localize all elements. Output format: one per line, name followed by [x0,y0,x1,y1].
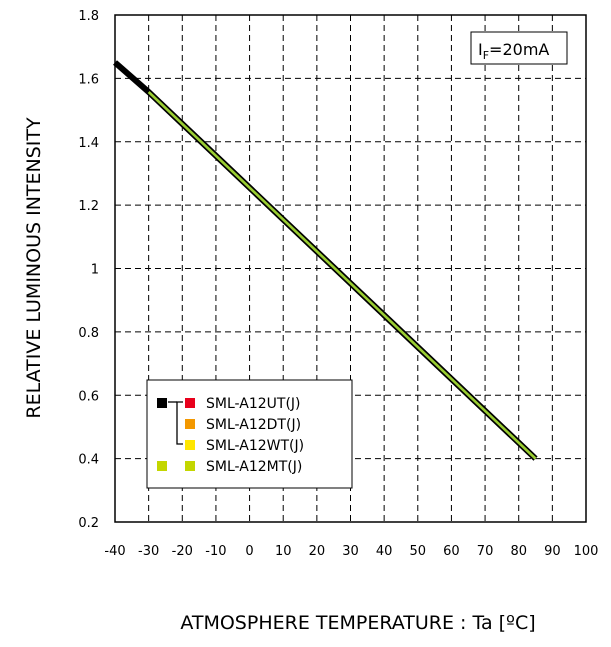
x-tick-label: 30 [342,544,359,559]
y-tick-label: 0.8 [78,326,99,341]
x-tick-label: 60 [443,544,460,559]
y-tick-label: 1 [91,263,99,278]
legend-swatch [185,419,195,429]
annotation-value: =20mA [489,40,549,59]
x-tick-label: 20 [309,544,326,559]
x-tick-label: -30 [138,544,159,559]
x-tick-label: 50 [410,544,427,559]
y-tick-label: 1.4 [78,136,99,151]
legend-swatch [185,461,195,471]
annotation-box [470,31,568,65]
legend-group-bracket [176,401,183,445]
legend-swatch [185,440,195,450]
legend-swatch [185,398,195,408]
legend-label: SML-A12UT(J) [206,396,301,412]
annotation-text: IF=20mA [478,40,549,62]
x-tick-label: -10 [205,544,226,559]
legend-label: SML-A12MT(J) [206,459,302,475]
grid [115,15,586,522]
x-tick-label: -40 [104,544,125,559]
legend-label: SML-A12WT(J) [206,438,304,454]
x-tick-labels: -40 -30 -20 -10 0 10 20 30 40 50 60 70 80 90 100 [104,544,598,559]
y-tick-labels: 0.2 0.4 0.6 0.8 1 1.2 1.4 1.6 1.8 [78,9,99,531]
legend-group-swatch [157,461,167,471]
legend-label: SML-A12DT(J) [206,417,301,433]
x-axis-title: ATMOSPHERE TEMPERATURE : Ta [ºC] [180,612,535,634]
plot-border [114,14,587,523]
x-tick-label: 80 [510,544,527,559]
annotation-symbol: I [478,40,483,59]
x-tick-label: 90 [544,544,561,559]
x-tick-label: 10 [275,544,292,559]
annotation-subscript: F [483,49,489,62]
y-tick-label: 0.6 [78,389,99,404]
y-tick-label: 1.2 [78,199,99,214]
x-tick-label: 70 [477,544,494,559]
series-layer [113,60,538,461]
legend-group-swatch [157,398,167,408]
current-annotation: IF=20mA [470,31,568,65]
legend-box [146,379,353,489]
x-tick-label: 40 [376,544,393,559]
y-tick-label: 0.2 [78,516,99,531]
series-line-sml-a12mt [147,91,537,460]
x-tick-label: 100 [574,544,599,559]
y-tick-label: 1.6 [78,72,99,87]
y-tick-label: 0.4 [78,453,99,468]
x-tick-label: 0 [245,544,253,559]
x-tick-label: -20 [172,544,193,559]
y-tick-label: 1.8 [78,9,99,24]
y-axis-title: RELATIVE LUMINOUS INTENSITY [23,117,45,419]
legend: SML-A12UT(J) SML-A12DT(J) SML-A12WT(J) SML-… [146,379,353,489]
